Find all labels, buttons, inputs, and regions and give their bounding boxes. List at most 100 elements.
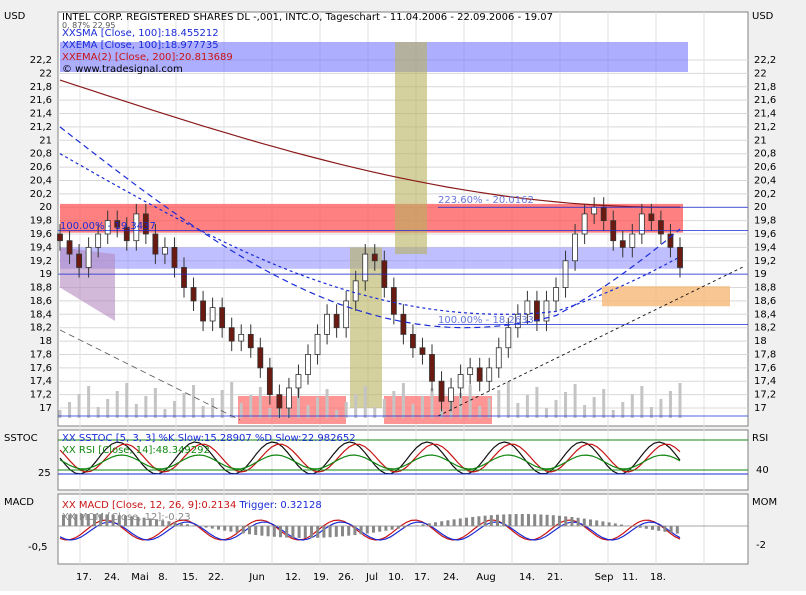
candle-down bbox=[191, 288, 196, 301]
volume-bar bbox=[497, 390, 500, 418]
price-tick-right: 19,2 bbox=[754, 256, 776, 267]
legend-ema100: XXEMA [Close, 100]:18.977735 bbox=[62, 40, 219, 51]
candle-up bbox=[239, 334, 244, 341]
rsi-tick: 40 bbox=[756, 465, 769, 476]
price-tick-right: 17 bbox=[754, 403, 767, 414]
candle-down bbox=[201, 301, 206, 321]
price-tick-left: 22,2 bbox=[30, 55, 52, 66]
candle-down bbox=[172, 247, 177, 267]
volume-bar bbox=[173, 401, 176, 418]
candle-down bbox=[229, 328, 234, 341]
candle-down bbox=[534, 301, 539, 321]
candle-down bbox=[182, 267, 187, 287]
mom-bar bbox=[539, 514, 542, 526]
price-tick-right: 17,4 bbox=[754, 376, 776, 387]
candle-down bbox=[401, 314, 406, 334]
mom-title: MOM bbox=[752, 497, 777, 508]
mom-bar bbox=[353, 526, 356, 535]
volume-bar bbox=[154, 388, 157, 418]
volume-bar bbox=[469, 385, 472, 418]
legend-ema200: XXEMA(2) [Close, 200]:20.813689 bbox=[62, 52, 233, 63]
mom-bar bbox=[440, 521, 443, 526]
mom-bar bbox=[242, 526, 245, 533]
sstoc-tick: 25 bbox=[38, 468, 51, 479]
mom-bar bbox=[186, 524, 189, 526]
candle-down bbox=[267, 368, 272, 395]
volume-bar bbox=[106, 399, 109, 418]
volume-bar bbox=[564, 392, 567, 418]
candle-down bbox=[601, 207, 606, 220]
olive-band-upper bbox=[395, 42, 427, 254]
mom-bar bbox=[310, 526, 313, 538]
mom-bar bbox=[651, 526, 654, 530]
price-tick-right: 17,2 bbox=[754, 390, 776, 401]
mom-bar bbox=[211, 526, 214, 529]
price-tick-left: 18,2 bbox=[30, 323, 52, 334]
mom-bar bbox=[589, 519, 592, 526]
candle-down bbox=[258, 348, 263, 368]
x-axis-label: 26. bbox=[338, 572, 354, 583]
mom-bar bbox=[434, 522, 437, 526]
mom-legend: XX MOM [Close, 12]:-0.23 bbox=[62, 512, 191, 523]
x-axis-label: Aug bbox=[476, 572, 496, 583]
price-tick-right: 20,6 bbox=[754, 162, 776, 173]
price-tick-right: 20,8 bbox=[754, 149, 776, 160]
mom-bar bbox=[372, 526, 375, 533]
mom-bar bbox=[471, 517, 474, 526]
candle-up bbox=[96, 234, 101, 247]
candle-up bbox=[162, 247, 167, 254]
price-tick-right: 22 bbox=[754, 68, 767, 79]
mom-bar bbox=[527, 514, 530, 526]
price-tick-left: 19,6 bbox=[30, 229, 52, 240]
mom-bar bbox=[657, 526, 660, 531]
mom-bar bbox=[415, 525, 418, 526]
x-axis-label: 24. bbox=[443, 572, 459, 583]
price-tick-right: 21,8 bbox=[754, 82, 776, 93]
volume-bar bbox=[507, 382, 510, 418]
fib-lower-label: 100.00% - 18.2633 bbox=[438, 315, 534, 326]
volume-bar bbox=[211, 398, 214, 418]
x-axis-label: 10. bbox=[388, 572, 404, 583]
sstoc-legend: XX SSTOC [5, 3, 3] %K Slow:15.28907 %D S… bbox=[62, 433, 356, 444]
volume-bar bbox=[221, 390, 224, 418]
x-axis-label: 8. bbox=[158, 572, 168, 583]
price-tick-left: 20,8 bbox=[30, 149, 52, 160]
mom-bar bbox=[595, 520, 598, 526]
price-tick-right: 18,8 bbox=[754, 283, 776, 294]
candle-up bbox=[363, 254, 368, 281]
volume-bar bbox=[192, 385, 195, 418]
candle-down bbox=[658, 221, 663, 234]
mom-tick: -2 bbox=[756, 540, 766, 551]
macd-title: MACD bbox=[4, 497, 34, 508]
price-tick-right: 18,4 bbox=[754, 309, 776, 320]
price-tick-left: 21,4 bbox=[30, 109, 52, 120]
mom-bar bbox=[608, 522, 611, 526]
price-tick-left: 20,6 bbox=[30, 162, 52, 173]
macd-tick: -0,5 bbox=[28, 542, 48, 553]
mom-bar bbox=[273, 526, 276, 537]
x-axis-label: 19. bbox=[313, 572, 329, 583]
price-tick-left: 19,8 bbox=[30, 216, 52, 227]
candle-up bbox=[630, 234, 635, 247]
mom-bar bbox=[428, 523, 431, 526]
mom-bar bbox=[508, 514, 511, 526]
mom-bar bbox=[192, 525, 195, 526]
mom-bar bbox=[490, 515, 493, 526]
x-axis-label: 18. bbox=[650, 572, 666, 583]
mom-bar bbox=[223, 526, 226, 531]
price-tick-right: 19 bbox=[754, 269, 767, 280]
price-tick-right: 19,6 bbox=[754, 229, 776, 240]
volume-bar bbox=[59, 410, 62, 418]
price-tick-left: 17,8 bbox=[30, 349, 52, 360]
price-tick-left: 17,4 bbox=[30, 376, 52, 387]
x-axis-label: 21. bbox=[547, 572, 563, 583]
mom-bar bbox=[329, 526, 332, 537]
price-tick-right: 20,4 bbox=[754, 175, 776, 186]
candle-up bbox=[210, 308, 215, 321]
red-zone-bottom-left bbox=[238, 396, 346, 424]
x-axis-label: 14. bbox=[519, 572, 535, 583]
mom-bar bbox=[378, 526, 381, 532]
price-tick-left: 19 bbox=[39, 269, 52, 280]
mom-bar bbox=[453, 519, 456, 526]
volume-bar bbox=[545, 408, 548, 418]
